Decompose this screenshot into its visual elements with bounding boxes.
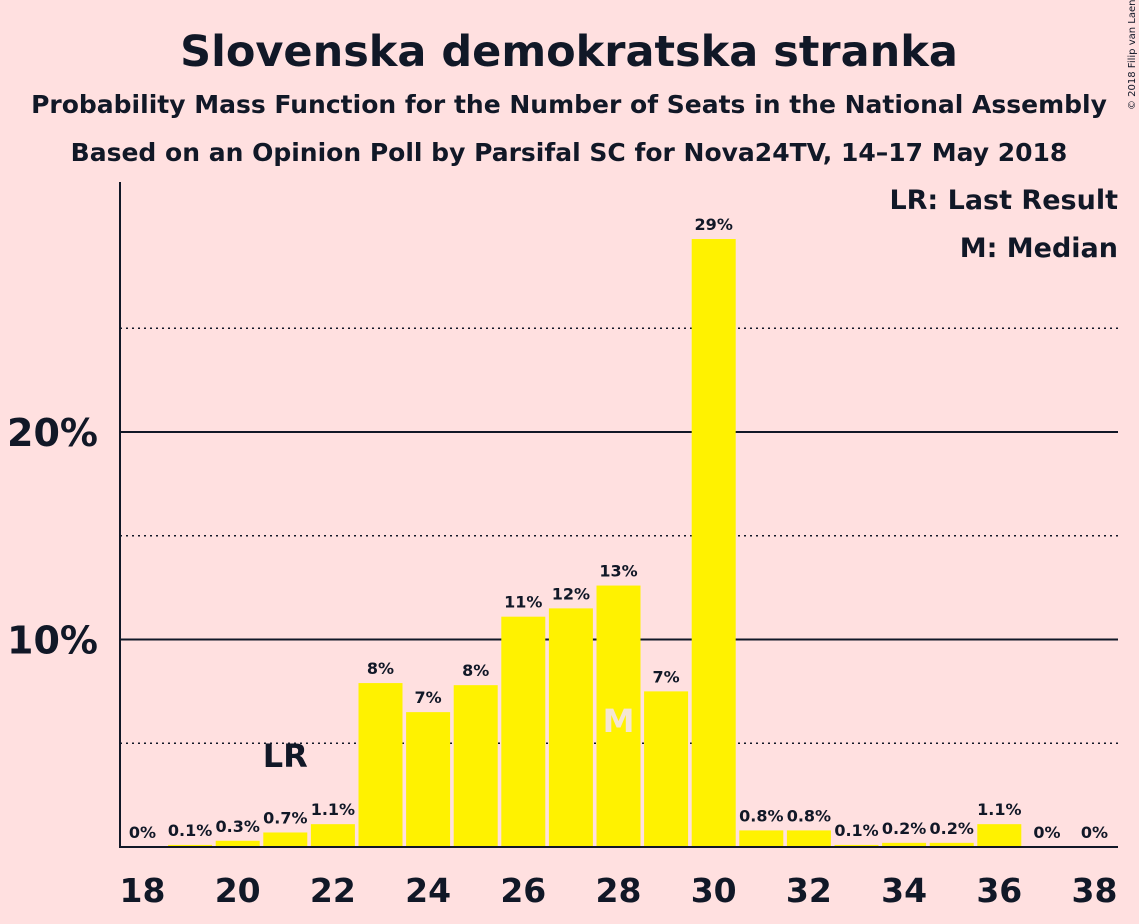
x-tick-label: 38 bbox=[1072, 871, 1118, 910]
data-label-18: 0% bbox=[129, 823, 156, 842]
data-label-37: 0% bbox=[1033, 823, 1060, 842]
data-label-24: 7% bbox=[415, 688, 442, 707]
bars: 0% 0.1% 0.3% 0.7% 1.1%8%7%8%11% 12%13%7%29%0.… bbox=[129, 215, 1108, 847]
bar-31 bbox=[739, 830, 784, 847]
x-tick-label: 36 bbox=[976, 871, 1022, 910]
x-tick-label: 24 bbox=[405, 871, 451, 910]
data-label-34: 0.2% bbox=[882, 819, 926, 838]
data-label-36: 1.1% bbox=[977, 800, 1021, 819]
x-tick-label: 34 bbox=[881, 871, 927, 910]
legend-last-result: LR: Last Result bbox=[889, 185, 1118, 216]
x-tick-label: 30 bbox=[691, 871, 737, 910]
y-tick-label: 10% bbox=[7, 619, 98, 663]
data-label-30: 29% bbox=[695, 215, 733, 234]
data-label-19: 0.1% bbox=[168, 821, 212, 840]
bar-28 bbox=[596, 585, 641, 847]
data-label-33: 0.1% bbox=[834, 821, 878, 840]
data-label-26: 11% bbox=[504, 593, 542, 612]
data-label-38: 0% bbox=[1081, 823, 1108, 842]
bar-29 bbox=[644, 691, 689, 847]
data-label-22: 1.1% bbox=[311, 800, 355, 819]
y-tick-label: 20% bbox=[7, 411, 98, 455]
bar-22 bbox=[310, 824, 355, 847]
bar-26 bbox=[501, 616, 546, 847]
data-label-29: 7% bbox=[653, 667, 680, 686]
x-tick-label: 28 bbox=[596, 871, 642, 910]
bar-33 bbox=[834, 844, 879, 847]
bar-21 bbox=[263, 832, 308, 847]
data-label-28: 13% bbox=[599, 562, 637, 581]
data-label-25: 8% bbox=[462, 661, 489, 680]
data-label-23: 8% bbox=[367, 659, 394, 678]
bar-34 bbox=[882, 842, 927, 847]
bar-25 bbox=[453, 685, 498, 847]
chart-subtitle-2: Based on an Opinion Poll by Parsifal SC … bbox=[71, 138, 1068, 167]
axes: 10% 20% 18 20 22 24 26 28 30 32 34 36 38 bbox=[7, 182, 1118, 910]
median-marker: M bbox=[603, 702, 635, 740]
bar-35 bbox=[929, 842, 974, 847]
data-label-31: 0.8% bbox=[739, 806, 783, 825]
x-tick-label: 22 bbox=[310, 871, 356, 910]
x-tick-label: 18 bbox=[120, 871, 166, 910]
bar-36 bbox=[977, 824, 1022, 847]
data-label-27: 12% bbox=[552, 584, 590, 603]
bar-20 bbox=[215, 840, 260, 847]
data-label-32: 0.8% bbox=[787, 806, 831, 825]
bar-32 bbox=[786, 830, 831, 847]
x-tick-label: 20 bbox=[215, 871, 261, 910]
data-label-20: 0.3% bbox=[216, 817, 260, 836]
legend-median: M: Median bbox=[960, 233, 1118, 264]
chart-title: Slovenska demokratska stranka bbox=[180, 27, 958, 77]
bar-30 bbox=[691, 239, 736, 847]
bar-19 bbox=[168, 844, 213, 847]
chart-subtitle-1: Probability Mass Function for the Number… bbox=[31, 90, 1107, 119]
data-label-21: 0.7% bbox=[263, 808, 307, 827]
x-tick-label: 26 bbox=[500, 871, 546, 910]
last-result-marker: LR bbox=[263, 737, 308, 775]
bar-23 bbox=[358, 683, 403, 847]
bar-27 bbox=[548, 608, 593, 847]
data-label-35: 0.2% bbox=[930, 819, 974, 838]
bar-24 bbox=[406, 712, 451, 847]
copyright-text: © 2018 Filip van Laenen bbox=[1127, 0, 1138, 110]
x-tick-label: 32 bbox=[786, 871, 832, 910]
